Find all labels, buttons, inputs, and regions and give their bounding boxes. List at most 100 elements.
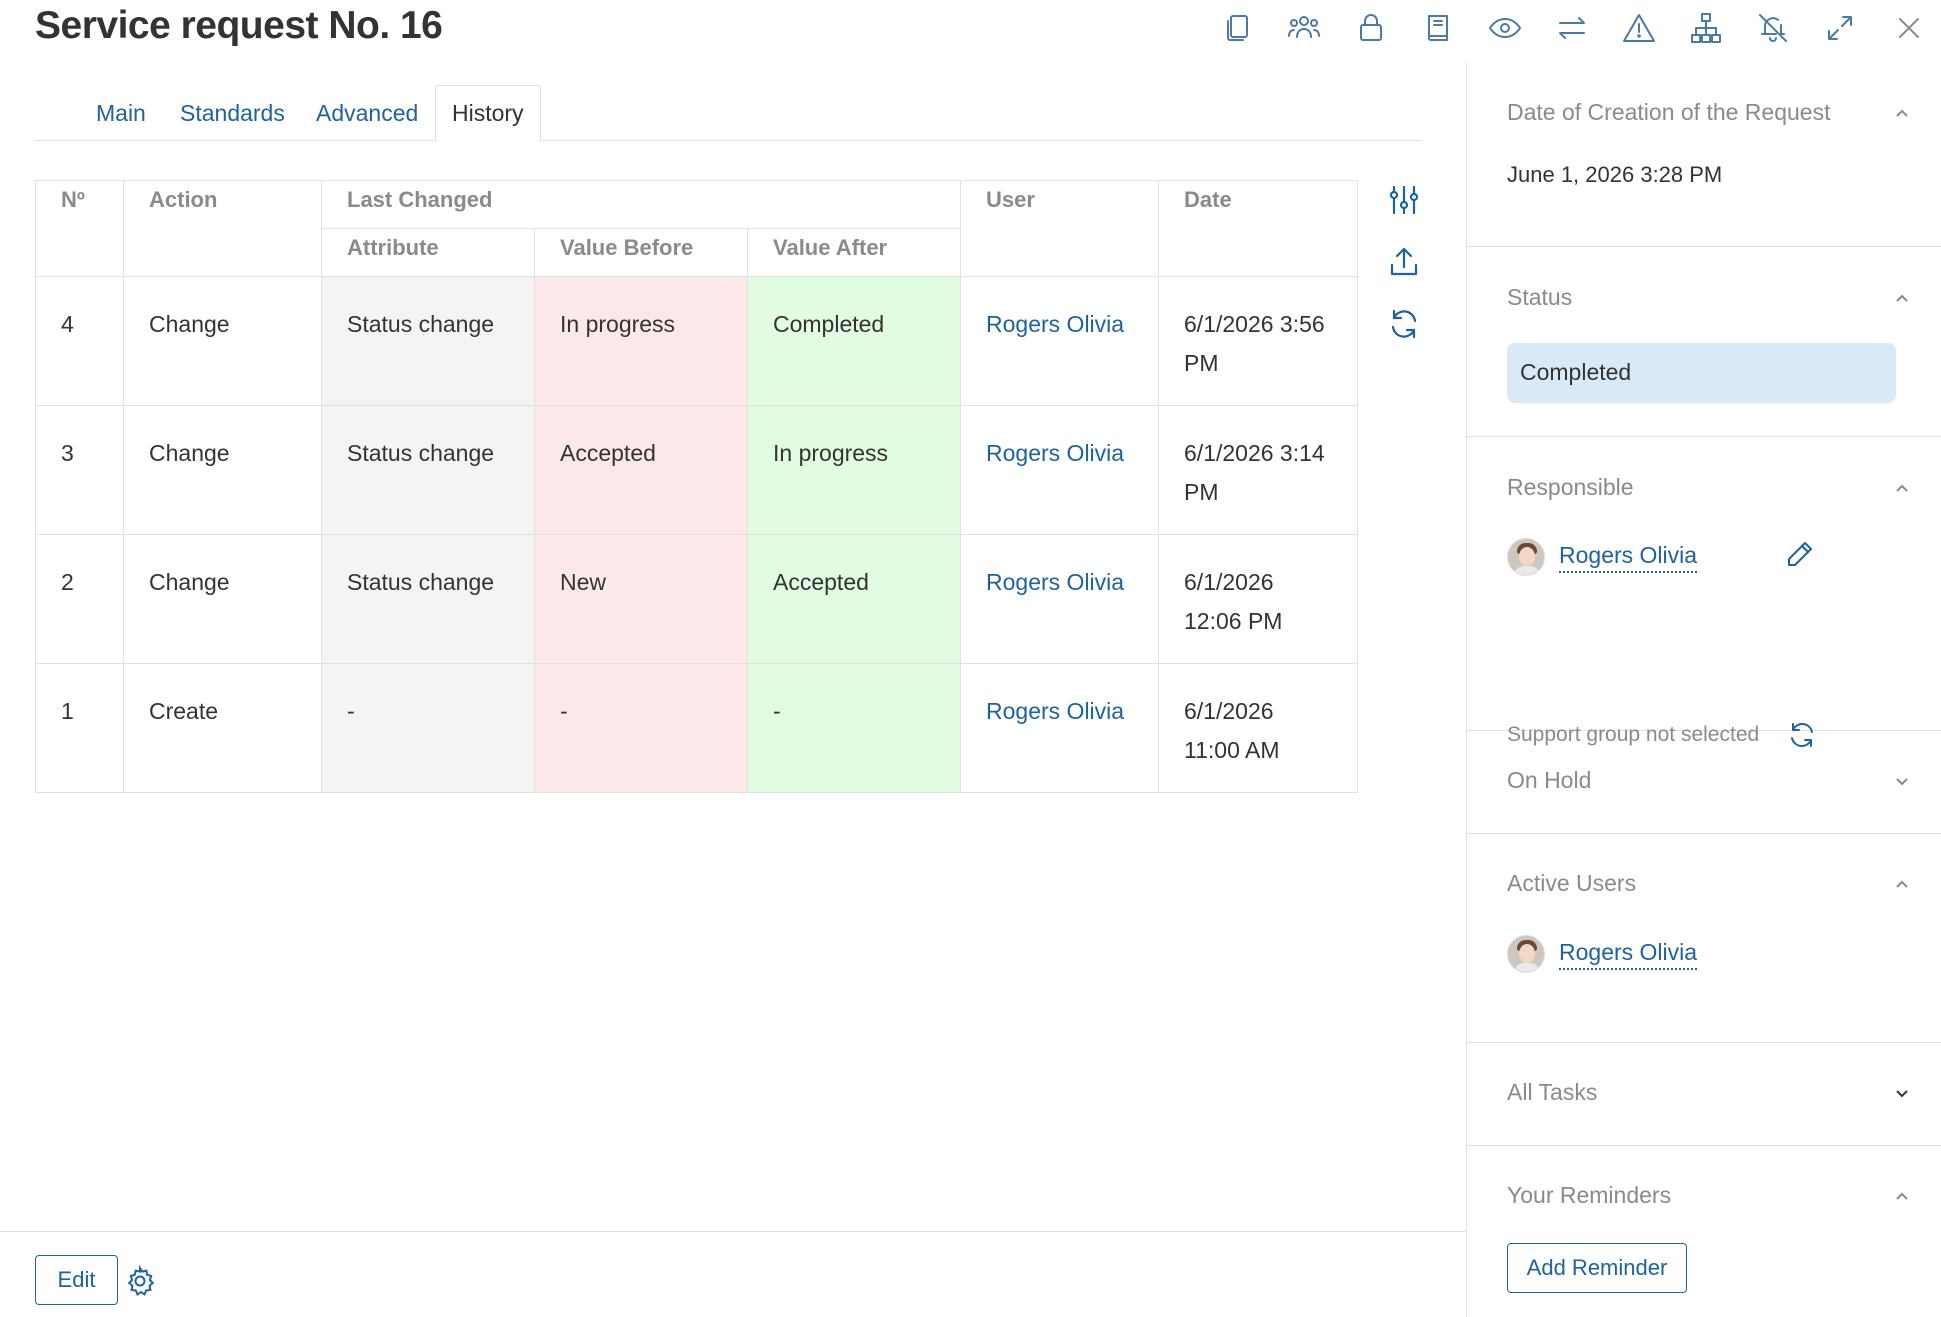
section-title: Active Users bbox=[1507, 870, 1637, 896]
refresh-icon[interactable] bbox=[1382, 302, 1426, 346]
cell-action: Create bbox=[123, 663, 322, 793]
edit-pencil-icon[interactable] bbox=[1785, 539, 1819, 573]
section-responsible: Responsible Rogers Olivia Support group … bbox=[1467, 437, 1941, 748]
section-on-hold: On Hold bbox=[1467, 731, 1941, 834]
section-title: Date of Creation of the Request bbox=[1507, 99, 1831, 125]
warning-icon[interactable] bbox=[1617, 6, 1661, 50]
cell-no: 2 bbox=[35, 534, 124, 664]
table-row: 2 Change Status change New Accepted Roge… bbox=[35, 534, 1359, 664]
active-user-link[interactable]: Rogers Olivia bbox=[1559, 939, 1698, 970]
chevron-down-icon bbox=[1892, 1083, 1912, 1103]
cell-attribute: Status change bbox=[321, 405, 535, 535]
section-all-tasks: All Tasks bbox=[1467, 1043, 1941, 1146]
chevron-up-icon bbox=[1892, 1186, 1912, 1206]
export-icon[interactable] bbox=[1382, 240, 1426, 284]
cell-value-before: - bbox=[534, 663, 748, 793]
cell-no: 4 bbox=[35, 276, 124, 406]
cell-user-link[interactable]: Rogers Olivia bbox=[960, 663, 1160, 793]
avatar bbox=[1507, 935, 1545, 973]
table-row: 4 Change Status change In progress Compl… bbox=[35, 276, 1359, 406]
section-header-on-hold[interactable]: On Hold bbox=[1507, 767, 1912, 799]
tab-history[interactable]: History bbox=[435, 85, 541, 142]
responsible-user-link[interactable]: Rogers Olivia bbox=[1559, 542, 1698, 573]
table-row: 3 Change Status change Accepted In progr… bbox=[35, 405, 1359, 535]
hierarchy-icon[interactable] bbox=[1684, 6, 1728, 50]
section-header-creation[interactable]: Date of Creation of the Request bbox=[1507, 99, 1912, 131]
book-icon[interactable] bbox=[1416, 6, 1460, 50]
section-title: Status bbox=[1507, 284, 1573, 310]
section-title: Your Reminders bbox=[1507, 1182, 1672, 1208]
copy-icon[interactable] bbox=[1215, 6, 1259, 50]
users-icon[interactable] bbox=[1282, 6, 1326, 50]
tab-bar: Main Standards Advanced History bbox=[35, 85, 1422, 142]
cell-value-before: In progress bbox=[534, 276, 748, 406]
cell-date: 6/1/2026 3:56 PM bbox=[1158, 276, 1359, 406]
cell-no: 1 bbox=[35, 663, 124, 793]
cell-action: Change bbox=[123, 534, 322, 664]
column-settings-icon[interactable] bbox=[1382, 178, 1426, 222]
footer-bar: Edit bbox=[0, 1231, 1466, 1317]
section-header-active-users[interactable]: Active Users bbox=[1507, 870, 1912, 902]
section-header-reminders[interactable]: Your Reminders bbox=[1507, 1182, 1912, 1214]
eye-icon[interactable] bbox=[1483, 6, 1527, 50]
cell-action: Change bbox=[123, 276, 322, 406]
table-row: 1 Create - - - Rogers Olivia 6/1/2026 11… bbox=[35, 663, 1359, 793]
header-toolbar bbox=[1215, 6, 1935, 50]
cell-value-after: - bbox=[746, 663, 962, 793]
active-user: Rogers Olivia bbox=[1507, 934, 1698, 974]
column-header-action[interactable]: Action bbox=[123, 180, 322, 277]
cell-date: 6/1/2026 11:00 AM bbox=[1158, 663, 1359, 793]
lock-icon[interactable] bbox=[1349, 6, 1393, 50]
column-header-no[interactable]: Nº bbox=[35, 180, 124, 277]
column-header-user[interactable]: User bbox=[960, 180, 1160, 277]
cell-date: 6/1/2026 3:14 PM bbox=[1158, 405, 1359, 535]
section-header-status[interactable]: Status bbox=[1507, 284, 1912, 316]
column-header-attribute[interactable]: Attribute bbox=[321, 228, 535, 277]
cell-attribute: Status change bbox=[321, 534, 535, 664]
cell-value-before: New bbox=[534, 534, 748, 664]
table-tools bbox=[1382, 178, 1426, 364]
add-reminder-button[interactable]: Add Reminder bbox=[1507, 1243, 1687, 1293]
section-title: On Hold bbox=[1507, 767, 1592, 793]
chevron-up-icon bbox=[1892, 478, 1912, 498]
cell-no: 3 bbox=[35, 405, 124, 535]
bell-off-icon[interactable] bbox=[1751, 6, 1795, 50]
column-header-value-before[interactable]: Value Before bbox=[534, 228, 748, 277]
section-active-users: Active Users Rogers Olivia bbox=[1467, 834, 1941, 1043]
gear-icon[interactable] bbox=[124, 1264, 156, 1297]
column-header-date[interactable]: Date bbox=[1158, 180, 1359, 277]
cell-attribute: Status change bbox=[321, 276, 535, 406]
cell-user-link[interactable]: Rogers Olivia bbox=[960, 405, 1160, 535]
refresh-icon[interactable] bbox=[1787, 720, 1821, 754]
details-sidebar: Date of Creation of the Request June 1, … bbox=[1466, 62, 1941, 1317]
cell-value-after: Accepted bbox=[746, 534, 962, 664]
section-reminders: Your Reminders Add Reminder bbox=[1467, 1146, 1941, 1317]
chevron-up-icon bbox=[1892, 874, 1912, 894]
tab-advanced[interactable]: Advanced bbox=[316, 99, 419, 126]
cell-user-link[interactable]: Rogers Olivia bbox=[960, 534, 1160, 664]
chevron-up-icon bbox=[1892, 288, 1912, 308]
column-header-value-after[interactable]: Value After bbox=[746, 228, 962, 277]
chevron-up-icon bbox=[1892, 103, 1912, 123]
support-group-text: Support group not selected bbox=[1507, 723, 1760, 746]
cell-date: 6/1/2026 12:06 PM bbox=[1158, 534, 1359, 664]
page-title: Service request No. 16 bbox=[35, 4, 443, 47]
chevron-down-icon bbox=[1892, 771, 1912, 791]
cell-user-link[interactable]: Rogers Olivia bbox=[960, 276, 1160, 406]
section-header-all-tasks[interactable]: All Tasks bbox=[1507, 1079, 1912, 1111]
cell-value-after: Completed bbox=[746, 276, 962, 406]
cell-action: Change bbox=[123, 405, 322, 535]
edit-button[interactable]: Edit bbox=[35, 1255, 118, 1305]
expand-icon[interactable] bbox=[1818, 6, 1862, 50]
responsible-user: Rogers Olivia bbox=[1507, 537, 1698, 577]
tab-standards[interactable]: Standards bbox=[180, 99, 285, 126]
section-title: Responsible bbox=[1507, 474, 1634, 500]
creation-date-value: June 1, 2026 3:28 PM bbox=[1507, 162, 1723, 187]
close-icon[interactable] bbox=[1887, 6, 1931, 50]
section-status: Status Completed bbox=[1467, 247, 1941, 437]
cell-value-after: In progress bbox=[746, 405, 962, 535]
swap-icon[interactable] bbox=[1550, 6, 1594, 50]
cell-value-before: Accepted bbox=[534, 405, 748, 535]
tab-main[interactable]: Main bbox=[96, 99, 146, 126]
section-header-responsible[interactable]: Responsible bbox=[1507, 474, 1912, 506]
